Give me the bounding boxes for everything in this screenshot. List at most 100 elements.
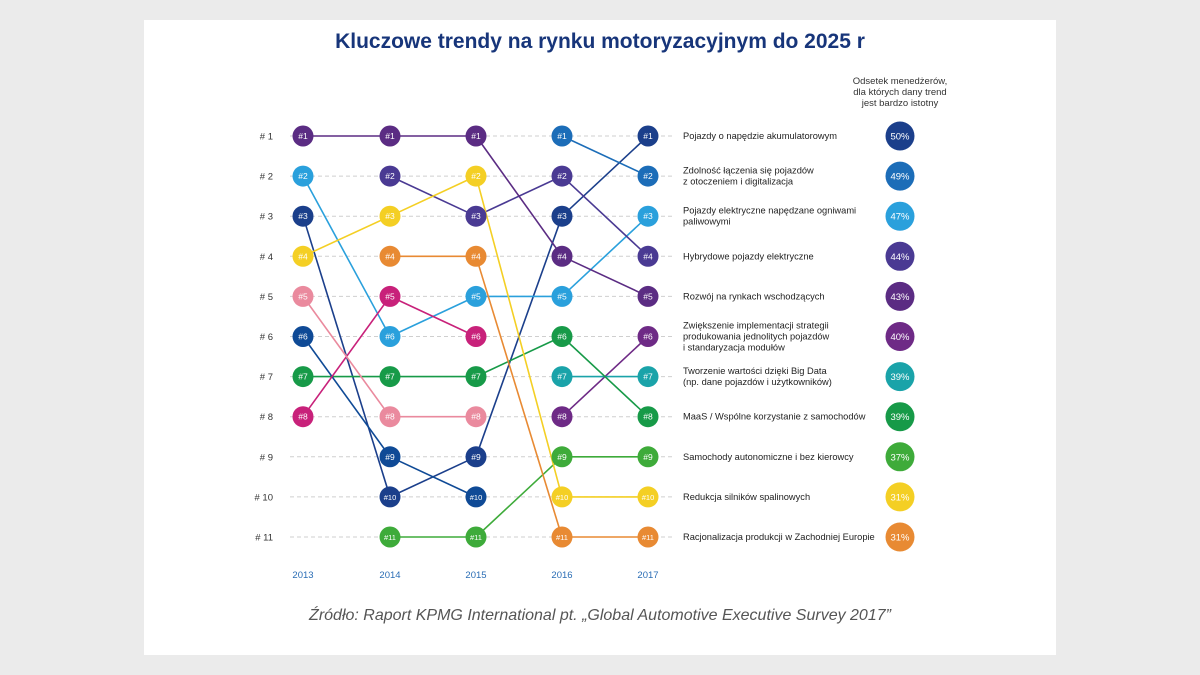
rank-marker-label: #3 [298,211,308,221]
rank-marker-label: #1 [298,131,308,141]
rank-marker-label: #8 [643,412,653,422]
trend-name-line: Redukcja silników spalinowych [683,492,810,502]
pct-value: 31% [890,533,910,544]
trend-line [561,135,649,177]
rank-marker [379,446,401,468]
rank-marker [637,165,659,187]
trend-line [475,335,563,378]
rank-marker [551,205,573,227]
rank-marker-label: #9 [643,452,653,462]
rank-marker [465,366,487,388]
rank-marker [637,366,659,388]
rank-marker [379,526,401,548]
trend-name: MaaS / Wspólne korzystanie z samochodów [683,412,866,422]
pct-value: 50% [890,132,910,143]
rank-marker [379,285,401,307]
pct-value: 40% [890,332,910,343]
rank-marker [292,406,314,428]
trend-line [302,295,391,418]
rank-marker [637,205,659,227]
pct-value: 49% [890,172,910,183]
pct-circle [885,121,915,151]
rank-marker-label: #4 [385,251,395,261]
rank-marker [551,446,573,468]
year-label: 2014 [379,570,400,581]
rank-marker [379,486,401,508]
trend-name: Rozwój na rynkach wschodzących [683,291,825,301]
rank-marker-label: #2 [385,171,395,181]
trend-legend: Pojazdy o napędzie akumulatorowym 50% Zdol… [683,121,915,552]
rank-marker [465,326,487,347]
trend-line [302,336,391,458]
pct-value: 37% [890,452,910,463]
trend-line [389,295,477,338]
rank-marker [292,326,314,347]
rank-marker-label: #11 [384,533,396,542]
rank-marker-label: #10 [384,493,397,502]
rank-marker [292,245,314,267]
pct-value: 47% [890,212,910,223]
rank-marker-label: #9 [471,452,481,462]
trend-line [389,456,477,498]
rank-marker-label: #2 [557,171,567,181]
pct-header: Odsetek menedżerów, dla których dany tren… [853,76,948,109]
rank-marker-label: #5 [643,291,653,301]
trend-name-line: Pojazdy o napędzie akumulatorowym [683,131,837,141]
rank-marker-label: #10 [642,493,655,502]
rank-marker-label: #2 [643,171,653,181]
rank-marker-label: #5 [298,291,308,301]
trend-name-line: Zwiększenie implementacji strategii [683,321,829,331]
rank-marker [637,285,659,307]
rank-marker-label: #10 [470,493,483,502]
rank-label: # 1 [260,132,273,143]
rank-marker [465,165,487,187]
rank-marker [637,245,659,267]
rank-marker-label: #7 [471,372,481,382]
trend-line [561,215,649,297]
axis-labels: # 1 # 2 # 3 # 4 # 5 # 6 # 7 # 8 # 9 # 10 # 11 2013 2… [255,132,659,582]
rank-marker-label: #3 [471,211,481,221]
year-label: 2015 [465,570,486,581]
rank-marker-label: #9 [385,452,395,462]
trend-name: Zdolność łączenia się pojazdów z otoczeni… [683,166,814,187]
rank-marker-label: #7 [298,372,308,382]
rank-marker-label: #3 [557,211,567,221]
rank-marker-label: #8 [471,412,481,422]
rank-label: # 10 [255,492,274,503]
rank-marker [637,446,659,468]
pct-value: 44% [890,252,910,263]
trend-name: Pojazdy elektryczne napędzane ogniwami pa… [683,206,856,227]
rank-marker-label: #6 [471,332,481,342]
trend-line [561,135,649,217]
rank-marker [465,406,487,428]
pct-circle [885,482,915,512]
rank-marker [637,406,659,428]
rank-label: # 6 [260,332,273,343]
pct-value: 39% [890,412,910,423]
rank-marker [637,125,659,147]
rank-marker-label: #4 [643,251,653,261]
trend-name-line: Pojazdy elektryczne napędzane ogniwami [683,206,856,216]
rank-marker-label: #7 [385,372,395,382]
source-note: Źródło: Raport KPMG International pt. „G… [309,607,891,624]
rank-marker-label: #8 [557,412,567,422]
rank-marker [292,125,314,147]
trend-name: Tworzenie wartości dzięki Big Data (np. d… [683,366,832,387]
rank-marker-label: #3 [385,211,395,221]
trend-name-line: (np. dane pojazdów i użytkowników) [683,377,832,387]
rank-marker-label: #1 [471,131,481,141]
rank-marker-label: #1 [557,131,567,141]
pct-value: 31% [890,492,910,503]
trend-name: Hybrydowe pojazdy elektryczne [683,251,814,261]
pct-circle [885,161,915,191]
trend-name-line: Racjonalizacja produkcji w Zachodniej Eu… [683,532,875,542]
rank-marker-label: #11 [556,533,568,542]
rank-marker-label: #6 [385,332,395,342]
pct-value: 39% [890,372,910,383]
rank-marker [379,245,401,267]
rank-marker-label: #7 [557,372,567,382]
pct-circle [885,442,915,472]
rank-marker [465,245,487,267]
rank-marker [465,205,487,227]
rank-marker [465,446,487,468]
